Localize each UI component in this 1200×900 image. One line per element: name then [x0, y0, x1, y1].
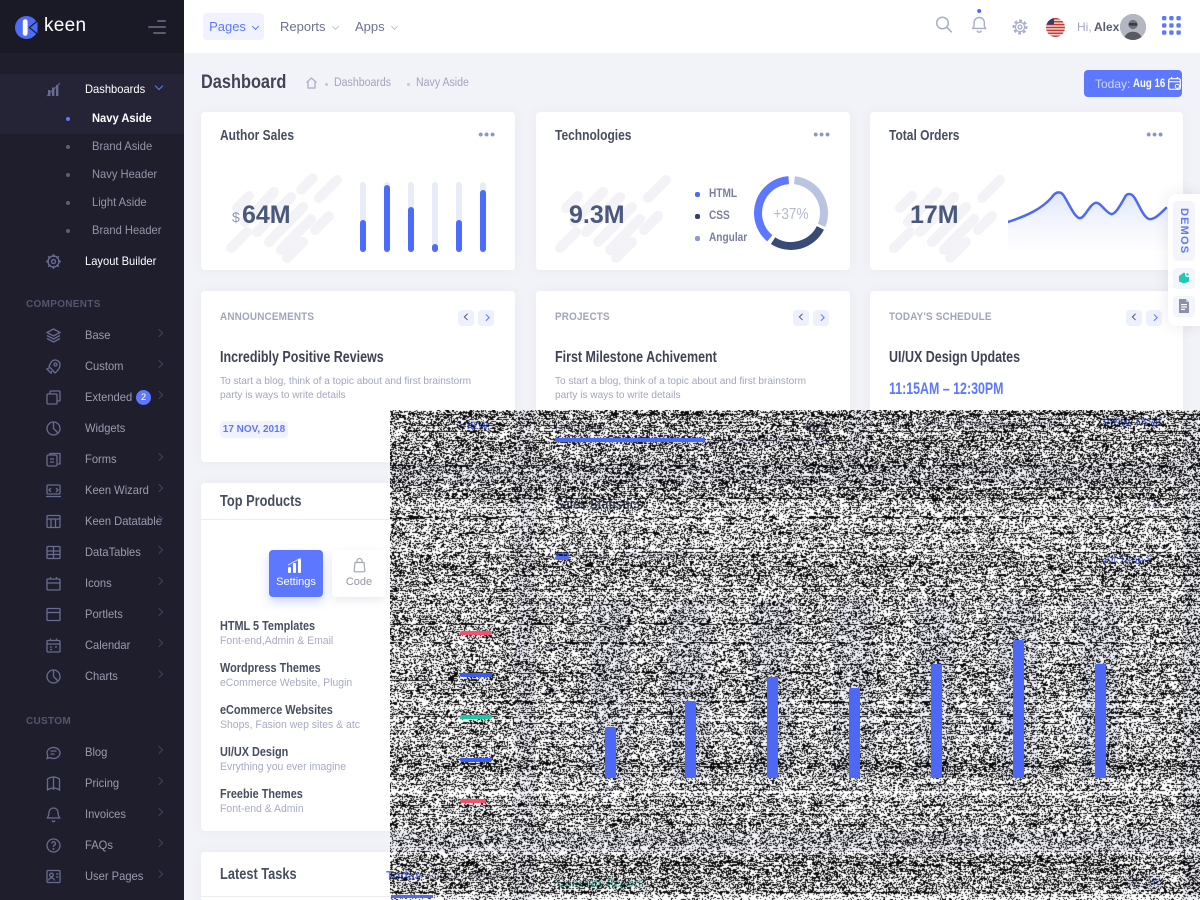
svg-text:+37%: +37%	[773, 206, 808, 223]
